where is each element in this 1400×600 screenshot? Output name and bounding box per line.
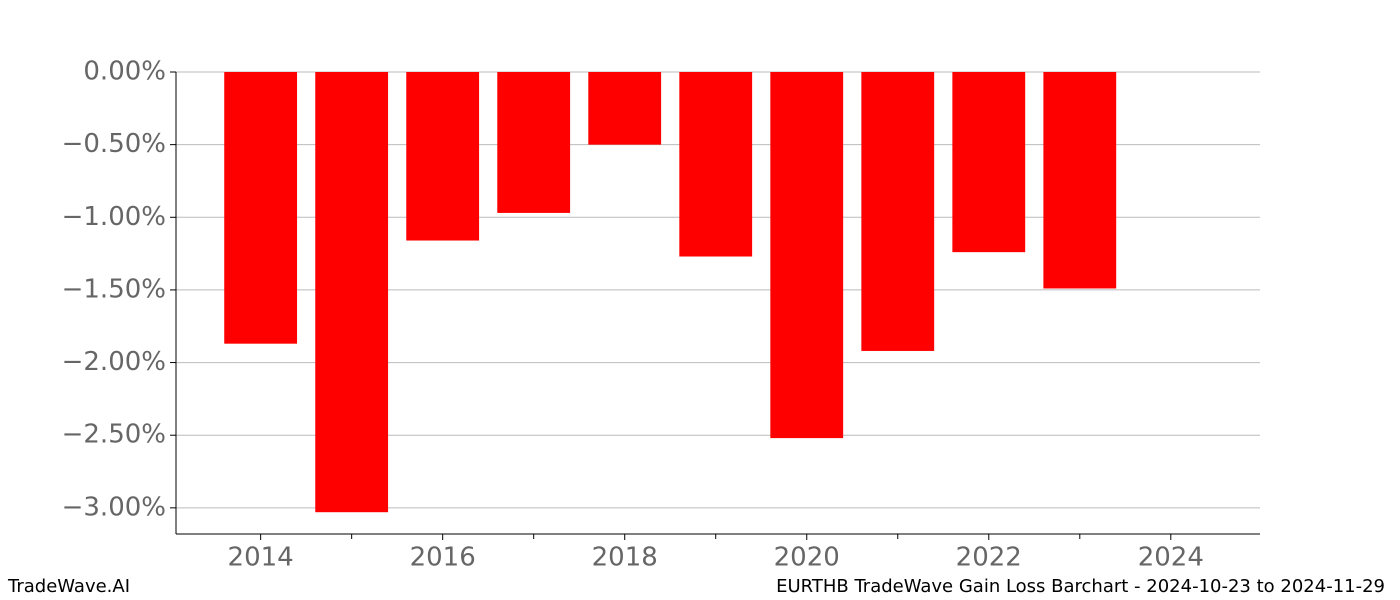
x-tick-label: 2016	[410, 543, 476, 573]
y-tick-label: −1.00%	[62, 202, 166, 232]
bar	[952, 72, 1026, 253]
footer-left: TradeWave.AI	[7, 576, 130, 597]
bar	[679, 72, 753, 257]
bar	[1043, 72, 1117, 289]
bar	[588, 72, 662, 145]
x-tick-label: 2018	[592, 543, 658, 573]
y-tick-label: −1.50%	[62, 274, 166, 304]
bar	[861, 72, 935, 351]
bar	[497, 72, 571, 213]
y-tick-label: −2.00%	[62, 347, 166, 377]
bar	[224, 72, 298, 344]
bar	[315, 72, 389, 513]
y-tick-label: 0.00%	[83, 57, 166, 87]
x-tick-label: 2014	[228, 543, 294, 573]
y-tick-label: −0.50%	[62, 129, 166, 159]
x-tick-label: 2024	[1138, 543, 1204, 573]
x-tick-label: 2020	[774, 543, 840, 573]
footer-right: EURTHB TradeWave Gain Loss Barchart - 20…	[776, 576, 1385, 597]
y-tick-label: −2.50%	[62, 420, 166, 450]
y-tick-label: −3.00%	[62, 492, 166, 522]
x-tick-label: 2022	[956, 543, 1022, 573]
bar	[406, 72, 480, 241]
bar	[770, 72, 844, 439]
